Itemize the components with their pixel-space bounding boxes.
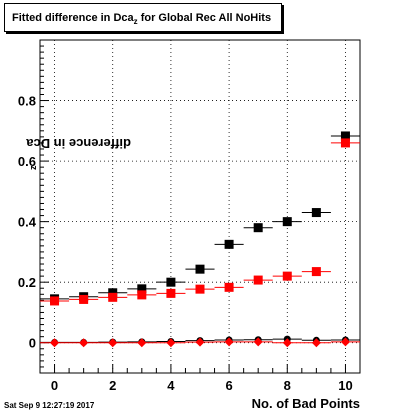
y-tick-label: 0.2 xyxy=(18,275,36,290)
data-point-square xyxy=(224,282,234,292)
x-axis-label: No. of Bad Points xyxy=(251,396,360,411)
x-tick-label: 6 xyxy=(225,378,232,393)
data-point-square xyxy=(50,296,60,306)
x-tick-label: 4 xyxy=(167,378,175,393)
y-axis-label-subscript: z xyxy=(28,165,38,171)
data-point-square xyxy=(311,208,321,218)
chart-title-box: Fitted difference in Dcaz for Global Rec… xyxy=(4,3,282,32)
x-tick-label: 0 xyxy=(51,378,58,393)
data-point-square xyxy=(253,275,263,285)
data-point-square xyxy=(79,294,89,304)
y-tick-label: 0.8 xyxy=(18,94,36,109)
chart-title-rest: for Global Rec All NoHits xyxy=(137,12,272,24)
data-point-diamond xyxy=(311,338,321,348)
data-point-square xyxy=(282,217,292,227)
data-point-square xyxy=(253,223,263,233)
y-tick-label: 0 xyxy=(29,336,36,351)
chart-title: Fitted difference in Dcaz for Global Rec… xyxy=(12,12,271,26)
data-point-diamond xyxy=(50,338,60,348)
data-point-diamond xyxy=(137,338,147,348)
y-tick-label: 0.4 xyxy=(18,215,37,230)
chart-title-subscript: z xyxy=(133,17,138,26)
data-point-square xyxy=(311,267,321,277)
chart-title-main: Fitted difference in Dca xyxy=(12,12,134,24)
data-point-square xyxy=(166,288,176,298)
data-point-square xyxy=(282,271,292,281)
data-point-diamond xyxy=(340,337,350,347)
plot-frame xyxy=(39,39,361,374)
y-axis-label: difference in Dca z xyxy=(2,60,131,170)
data-point-square xyxy=(195,284,205,294)
data-point-diamond xyxy=(166,338,176,348)
data-point-diamond xyxy=(108,338,118,348)
y-axis-label-main: difference in Dca xyxy=(26,136,131,151)
data-point-square xyxy=(224,239,234,249)
x-tick-label: 8 xyxy=(284,378,291,393)
data-point-square xyxy=(108,288,118,298)
x-tick-label: 2 xyxy=(109,378,116,393)
data-point-square xyxy=(166,277,176,287)
data-point-diamond xyxy=(253,337,263,347)
data-point-square xyxy=(137,284,147,294)
data-point-diamond xyxy=(282,338,292,348)
data-point-square xyxy=(108,292,118,302)
x-tick-label: 10 xyxy=(338,378,352,393)
data-point-diamond xyxy=(224,337,234,347)
timestamp: Sat Sep 9 12:27:19 2017 xyxy=(4,401,95,410)
data-point-square xyxy=(137,290,147,300)
y-tick-label: 0.6 xyxy=(18,154,36,169)
data-point-diamond xyxy=(79,338,89,348)
data-point-square xyxy=(340,131,350,141)
data-point-square xyxy=(195,264,205,274)
data-point-diamond xyxy=(195,337,205,347)
data-point-square xyxy=(340,138,350,148)
